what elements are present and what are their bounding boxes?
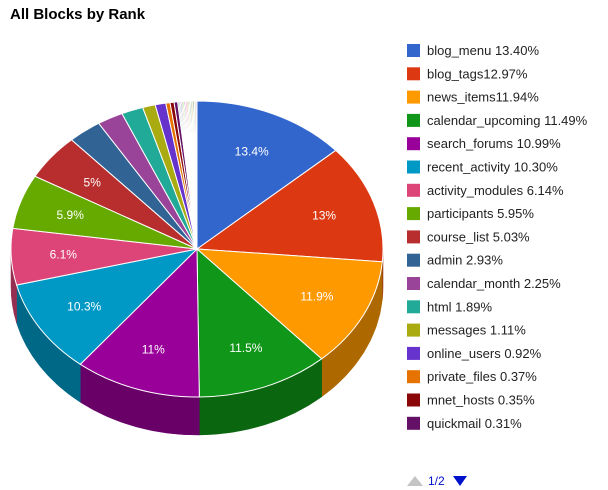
legend-label-quickmail[interactable]: quickmail 0.31% (427, 416, 522, 431)
legend-label-messages[interactable]: messages 1.11% (427, 323, 526, 338)
slice-label-course_list: 5% (84, 176, 102, 190)
legend-label-calendar_upcoming[interactable]: calendar_upcoming 11.49% (427, 113, 588, 128)
legend-label-news_items[interactable]: news_items11.94% (427, 90, 539, 105)
pie-slice-search_forums[interactable] (79, 247, 200, 398)
legend-label-recent_activity[interactable]: recent_activity 10.30% (427, 160, 558, 175)
slice-label-blog_menu: 13.4% (235, 145, 269, 159)
pie-slice-recent_activity[interactable] (15, 248, 199, 365)
legend-label-participants[interactable]: participants 5.95% (427, 206, 534, 221)
legend-swatch-admin (407, 253, 420, 267)
legend-swatch-course_list (407, 230, 420, 244)
pie-slice-other-15[interactable] (195, 100, 198, 250)
legend-label-course_list[interactable]: course_list 5.03% (427, 229, 530, 244)
triangle-down-icon[interactable] (453, 476, 467, 486)
legend-swatch-participants (407, 207, 420, 221)
slice-label-search_forums: 11% (142, 343, 165, 357)
legend-swatch-blog_menu (407, 44, 420, 57)
legend-swatch-calendar_month (407, 277, 420, 290)
chart-title: All Blocks by Rank (10, 6, 146, 23)
legend-label-calendar_month[interactable]: calendar_month 2.25% (427, 276, 561, 291)
legend-label-mnet_hosts[interactable]: mnet_hosts 0.35% (427, 393, 535, 408)
slice-label-activity_modules: 6.1% (50, 248, 78, 262)
triangle-up-icon[interactable] (407, 476, 423, 486)
legend-label-admin[interactable]: admin 2.93% (427, 253, 503, 268)
legend-swatch-news_items (407, 90, 420, 104)
pie-slice-news_items[interactable] (195, 248, 383, 360)
legend-label-blog_tags[interactable]: blog_tags12.97% (427, 66, 528, 81)
legend-label-private_files[interactable]: private_files 0.37% (427, 369, 537, 384)
legend-label-blog_menu[interactable]: blog_menu 13.40% (427, 43, 539, 58)
legend-label-search_forums[interactable]: search_forums 10.99% (427, 136, 561, 151)
slice-label-calendar_upcoming: 11.5% (229, 341, 262, 355)
slice-label-blog_tags: 13% (312, 208, 336, 222)
pie-labels: 13.4% 13% 11.9% 11.5% 11% 10.3% 6.1% 5.9% 5% (50, 145, 337, 357)
legend-swatch-html (407, 300, 420, 314)
legend-label-activity_modules[interactable]: activity_modules 6.14% (427, 183, 564, 198)
legend-swatch-online_users (407, 346, 420, 360)
legend-swatch-recent_activity (407, 160, 420, 174)
legend-swatch-mnet_hosts (407, 393, 420, 407)
legend-swatch-private_files (407, 370, 420, 384)
pie-slice-blog_tags[interactable] (195, 149, 384, 263)
pie-slice-blog_menu[interactable] (196, 100, 337, 250)
legend-swatch-messages (407, 323, 420, 337)
pie-slice-calendar_upcoming[interactable] (196, 247, 323, 398)
slice-label-news_items: 11.9% (300, 289, 333, 303)
legend: blog_menu 13.40% blog_tags12.97% news_item… (407, 43, 588, 431)
legend-swatch-calendar_upcoming (407, 113, 420, 127)
legend-label-html[interactable]: html 1.89% (427, 299, 492, 314)
slice-label-participants: 5.9% (57, 208, 85, 222)
legend-swatch-quickmail (407, 416, 420, 430)
legend-swatch-activity_modules (407, 183, 420, 197)
legend-pager: 1/2 (407, 474, 467, 488)
pie-sides (10, 248, 384, 436)
legend-swatch-blog_tags (407, 67, 420, 81)
pager-text: 1/2 (428, 474, 445, 488)
pie-tops (10, 100, 384, 398)
slice-label-recent_activity: 10.3% (67, 299, 101, 313)
legend-swatch-search_forums (407, 137, 420, 151)
legend-label-online_users[interactable]: online_users 0.92% (427, 346, 542, 361)
